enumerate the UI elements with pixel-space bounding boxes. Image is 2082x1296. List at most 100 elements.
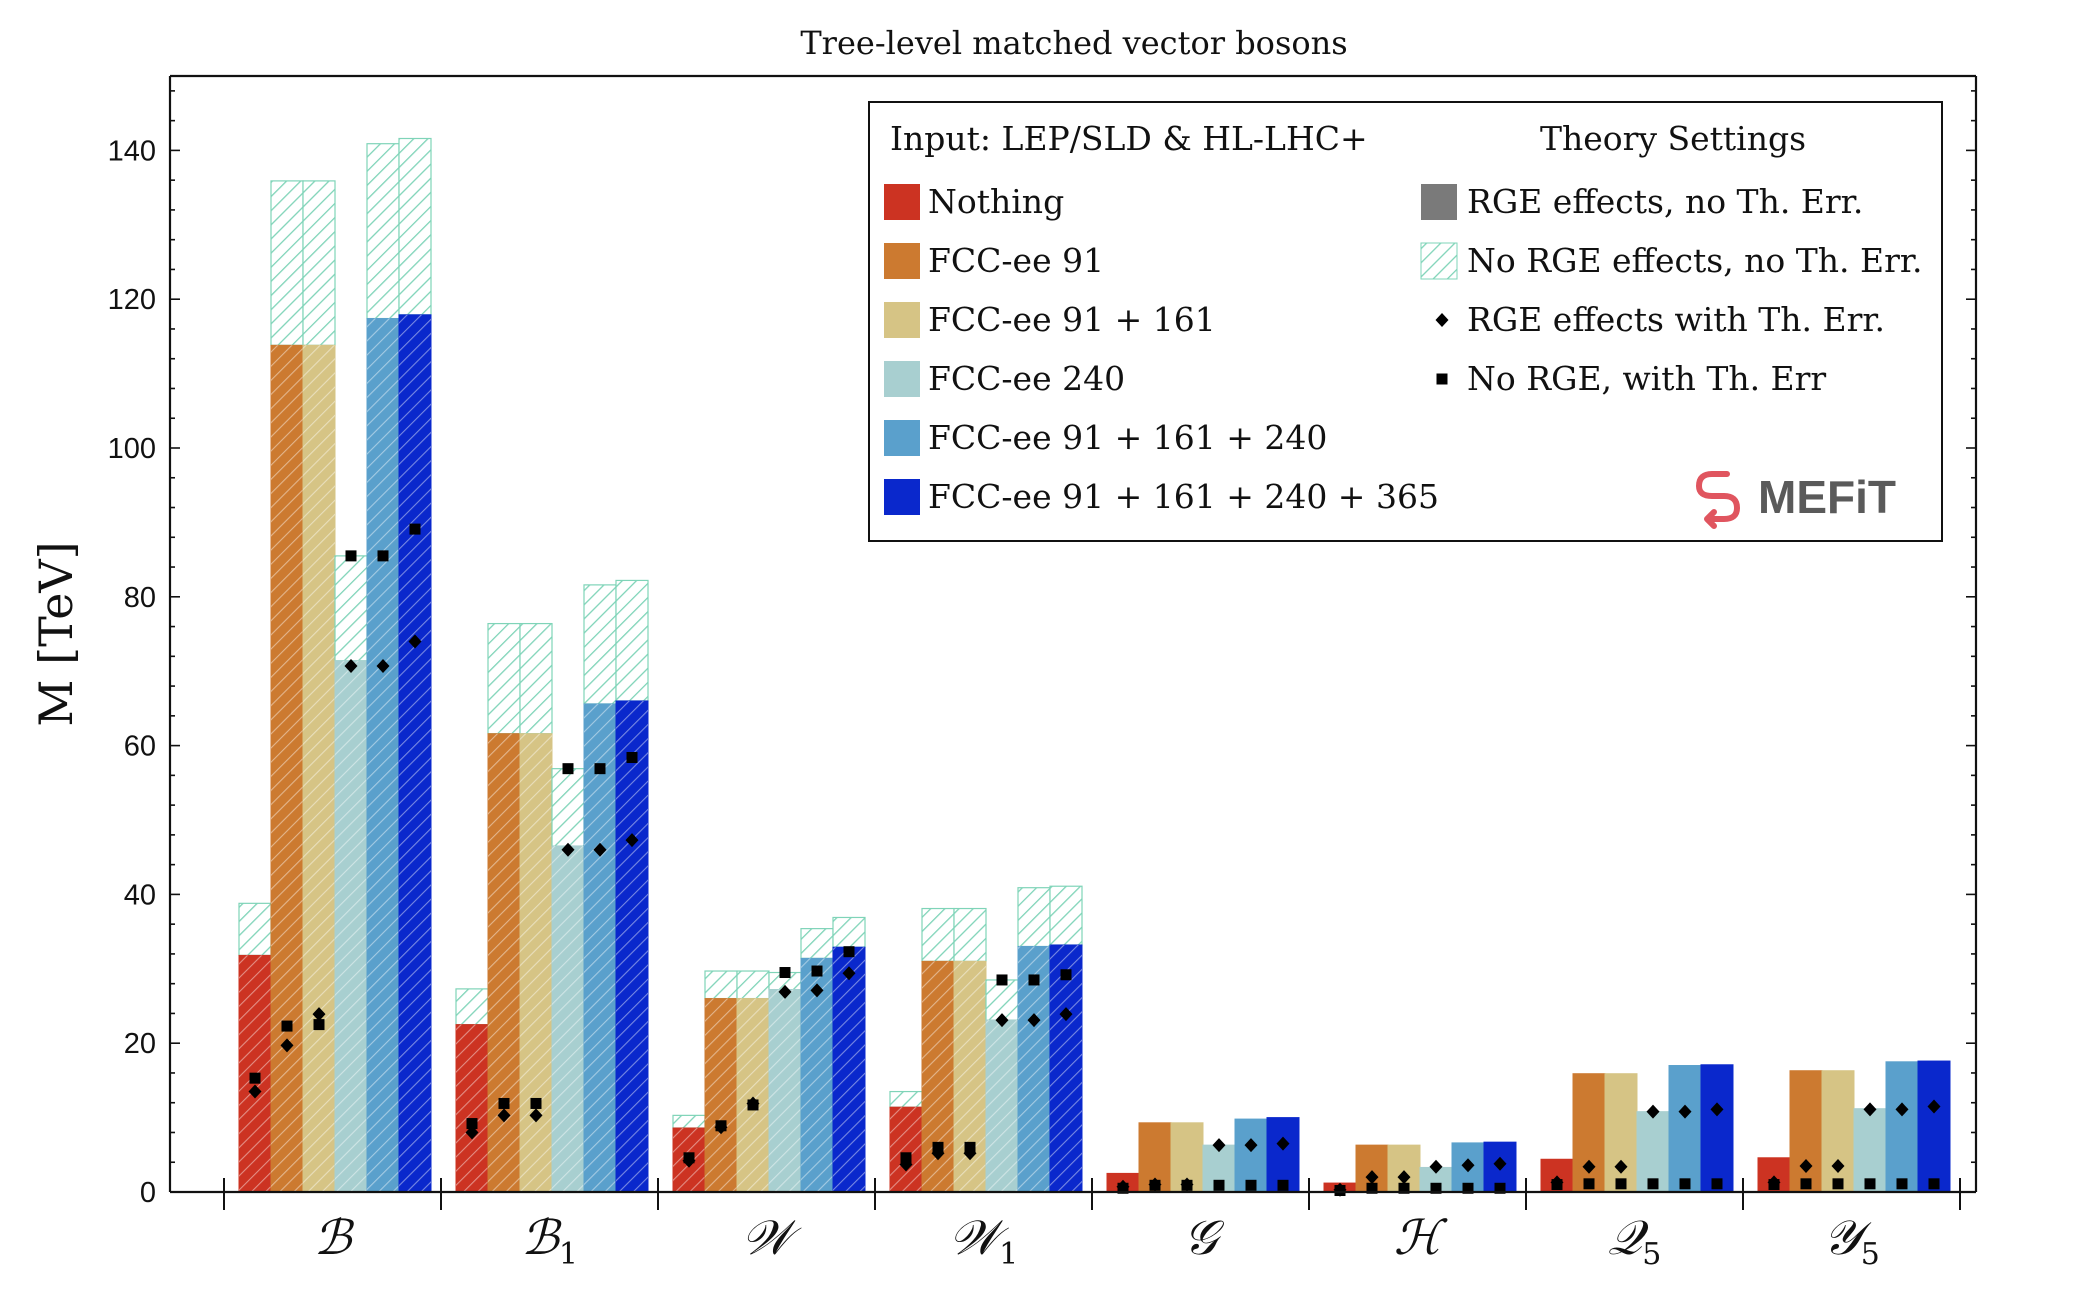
marker-square-B-2 — [313, 1019, 325, 1031]
bar-rge-hatch-W-2 — [737, 998, 769, 1192]
legend-box — [868, 101, 1943, 542]
bar-no-rge-hatch-W1-0 — [890, 1091, 922, 1108]
axes — [168, 74, 1978, 1194]
marker-square-Y5-2 — [1832, 1178, 1844, 1190]
marker-diamond-B1-1 — [497, 1108, 511, 1123]
legend-series-entries: Nothing FCC-ee 91 FCC-ee 91 + 161 FCC-ee 24… — [884, 182, 1439, 516]
xtick-label-Q5: 𝒬5 — [1608, 1210, 1662, 1272]
mefit-logo-icon — [1696, 471, 1740, 529]
marker-square-Q5-2 — [1615, 1178, 1627, 1190]
marker-square-B1-1 — [498, 1097, 510, 1109]
xtick-label-B: ℬ — [314, 1210, 355, 1266]
bar-rge-Y5-1 — [1789, 1070, 1823, 1193]
marker-square-B1-4 — [594, 763, 606, 775]
ytick-label: 140 — [108, 135, 156, 167]
ytick-label: 120 — [108, 284, 156, 316]
marker-square-W-3 — [779, 967, 791, 979]
bar-rge-hatch-B-1 — [271, 345, 303, 1192]
mefit-logo: MEFiT — [1696, 471, 1896, 529]
bar-rge-Q5-1 — [1572, 1073, 1606, 1193]
bar-no-rge-hatch-B1-1 — [488, 623, 520, 734]
bar-no-rge-hatch-B-5 — [399, 138, 431, 315]
bar-no-rge-hatch-B-0 — [239, 903, 271, 956]
bar-rge-Y5-5 — [1917, 1060, 1951, 1193]
y-axis-label: M [TeV] — [29, 541, 83, 726]
legend-label-4: FCC-ee 91 + 161 + 240 — [928, 418, 1327, 457]
marker-square-B1-2 — [530, 1097, 542, 1109]
marker-square-H-1 — [1366, 1182, 1378, 1194]
marker-diamond-Q5-3 — [1646, 1104, 1660, 1119]
marker-diamond-Y5-4 — [1895, 1102, 1909, 1117]
marker-diamond-B-5 — [408, 634, 422, 649]
legend-label-0: Nothing — [928, 182, 1064, 221]
bar-rge-hatch-W1-4 — [1018, 946, 1050, 1192]
marker-diamond-B1-3 — [561, 842, 575, 857]
marker-diamond-B1-4 — [593, 842, 607, 857]
marker-diamond-W1-3 — [995, 1013, 1009, 1028]
bar-rge-hatch-B-5 — [399, 314, 431, 1193]
bar-rge-hatch-B-3 — [335, 660, 367, 1192]
marker-diamond-Y5-0 — [1767, 1175, 1781, 1190]
marker-diamond-Y5-5 — [1927, 1099, 1941, 1114]
marker-square-H-5 — [1494, 1182, 1506, 1194]
marker-diamond-W1-2 — [963, 1146, 977, 1161]
marker-diamond-G-3 — [1212, 1138, 1226, 1153]
marker-diamond-H-1 — [1365, 1170, 1379, 1185]
bar-no-rge-hatch-B1-0 — [456, 988, 488, 1025]
marker-square-B1-5 — [626, 752, 638, 764]
legend-theory-header: Theory Settings — [1540, 119, 1806, 158]
marker-diamond-W-2 — [746, 1096, 760, 1111]
marker-square-B-5 — [409, 523, 421, 535]
marker-square-W1-4 — [1028, 974, 1040, 986]
legend-theory-label-0: RGE effects, no Th. Err. — [1467, 182, 1863, 221]
bar-rge-hatch-B1-0 — [456, 1024, 488, 1192]
marker-diamond-B-2 — [312, 1007, 326, 1022]
marker-square-Q5-1 — [1583, 1178, 1595, 1190]
marker-diamond-H-4 — [1461, 1158, 1475, 1173]
bar-rge-hatch-W1-5 — [1050, 944, 1082, 1192]
y-ticks: 0 20 40 60 80 100 120 140 — [108, 90, 1976, 1209]
legend-label-2: FCC-ee 91 + 161 — [928, 300, 1216, 339]
legend-theory-marker-square — [1436, 373, 1448, 385]
legend-theory-marker-no-rge — [1421, 243, 1457, 279]
marker-diamond-Y5-1 — [1799, 1158, 1813, 1173]
bar-no-rge-hatch-W1-2 — [954, 908, 986, 962]
marker-square-G-3 — [1213, 1179, 1225, 1191]
legend-label-1: FCC-ee 91 — [928, 241, 1104, 280]
bar-rge-Y5-2 — [1821, 1070, 1855, 1193]
legend-label-3: FCC-ee 240 — [928, 359, 1125, 398]
ytick-label: 40 — [124, 879, 156, 911]
legend-theory-marker-diamond — [1435, 313, 1449, 327]
bar-no-rge-hatch-W-1 — [705, 971, 737, 999]
legend-theory-marker-rge — [1421, 184, 1457, 220]
bar-no-rge-hatch-W1-5 — [1050, 886, 1082, 945]
ytick-label: 80 — [124, 582, 156, 614]
legend-theory-label-3: No RGE, with Th. Err — [1467, 359, 1826, 398]
marker-diamond-W1-5 — [1059, 1007, 1073, 1022]
bar-rge-hatch-W-3 — [769, 989, 801, 1192]
bar-rge-hatch-B1-1 — [488, 733, 520, 1192]
bar-no-rge-hatch-B1-2 — [520, 623, 552, 734]
marker-diamond-B-4 — [376, 658, 390, 673]
bar-no-rge-hatch-W1-4 — [1018, 887, 1050, 947]
bar-no-rge-hatch-B1-5 — [616, 580, 648, 701]
bar-rge-Y5-4 — [1885, 1061, 1919, 1193]
bar-no-rge-hatch-B-2 — [303, 180, 335, 346]
ytick-label: 20 — [124, 1028, 156, 1060]
marker-diamond-H-3 — [1429, 1159, 1443, 1174]
marker-square-B-4 — [377, 550, 389, 562]
xtick-label-Y5: 𝒴5 — [1823, 1210, 1880, 1272]
bar-rge-hatch-W-5 — [833, 947, 865, 1192]
marker-diamond-H-0 — [1333, 1182, 1347, 1197]
marker-diamond-B1-0 — [465, 1125, 479, 1140]
bar-rge-hatch-W1-0 — [890, 1107, 922, 1192]
marker-square-B-3 — [345, 550, 357, 562]
xtick-label-G: 𝒢 — [1183, 1210, 1224, 1266]
bar-no-rge-hatch-B-4 — [367, 143, 399, 319]
marker-diamond-H-5 — [1493, 1156, 1507, 1171]
legend-swatch-0 — [884, 184, 920, 220]
bar-no-rge-hatch-W1-1 — [922, 908, 954, 962]
marker-diamond-B-3 — [344, 658, 358, 673]
marker-square-B-1 — [281, 1020, 293, 1032]
